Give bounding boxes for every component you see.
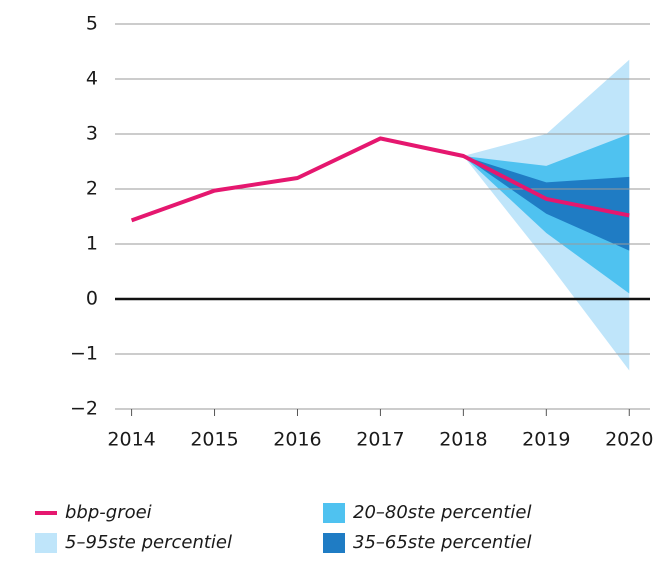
legend-label: 20–80ste percentiel bbox=[353, 502, 531, 523]
y-tick-label: 0 bbox=[86, 288, 98, 310]
y-tick-label: 2 bbox=[86, 178, 98, 200]
x-tick-label: 2019 bbox=[522, 429, 570, 451]
y-tick-label: 1 bbox=[86, 233, 98, 255]
legend-label: 5–95ste percentiel bbox=[65, 532, 232, 553]
y-tick-label: 4 bbox=[86, 68, 98, 90]
legend-swatch bbox=[323, 503, 345, 523]
legend-swatch bbox=[35, 533, 57, 553]
x-tick-label: 2017 bbox=[356, 429, 404, 451]
legend-label: 35–65ste percentiel bbox=[353, 532, 531, 553]
x-tick-label: 2014 bbox=[107, 429, 155, 451]
x-tick-label: 2018 bbox=[439, 429, 487, 451]
y-tick-label: −1 bbox=[70, 343, 98, 365]
y-tick-label: −2 bbox=[70, 398, 98, 420]
legend-swatch bbox=[323, 533, 345, 553]
y-tick-label: 3 bbox=[86, 123, 98, 145]
x-tick-label: 2015 bbox=[190, 429, 238, 451]
x-tick-label: 2016 bbox=[273, 429, 321, 451]
line bbox=[130, 136, 630, 223]
x-tick-label: 2020 bbox=[605, 429, 653, 451]
y-tick-label: 5 bbox=[86, 13, 98, 35]
legend-label: bbp-groei bbox=[65, 502, 152, 523]
